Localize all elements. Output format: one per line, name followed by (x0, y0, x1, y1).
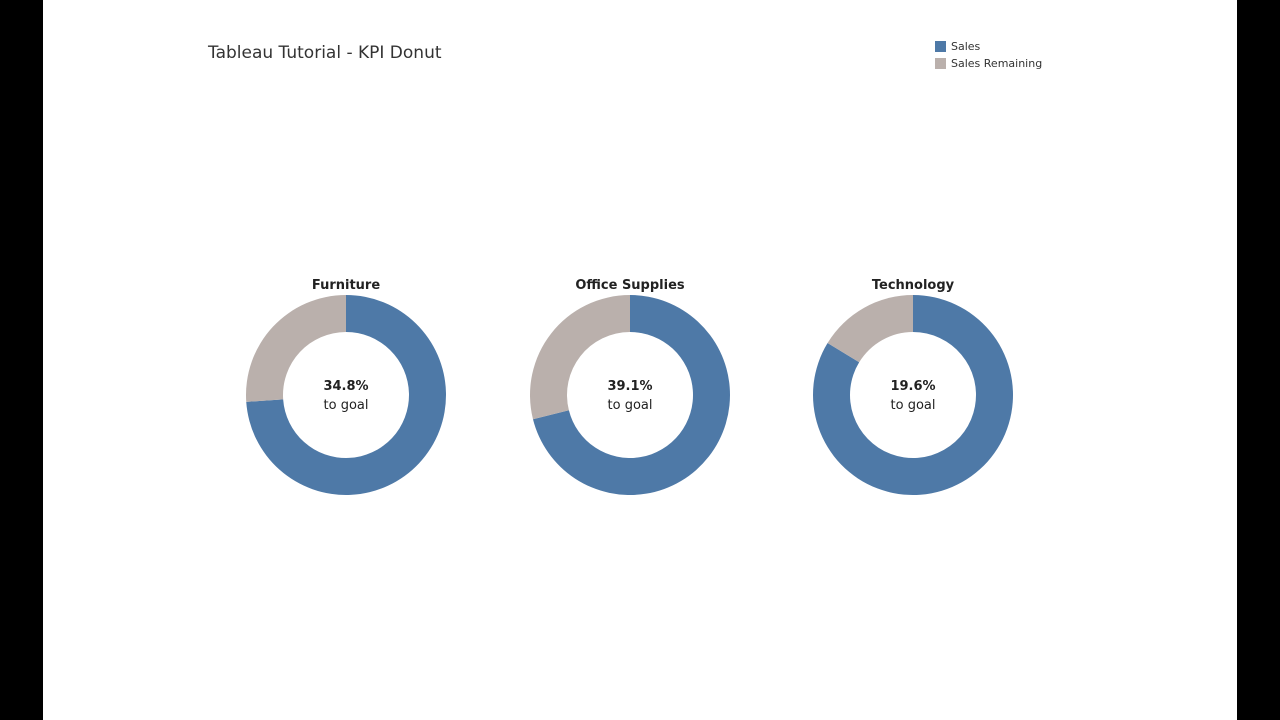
legend-swatch-sales-remaining (935, 58, 946, 69)
donut-technology: Technology 19.6% to goal (813, 278, 1014, 495)
center-value-office-supplies: 39.1% (607, 379, 652, 394)
center-value-furniture: 34.8% (323, 379, 368, 394)
center-value-technology: 19.6% (890, 379, 935, 394)
slice-office-supplies-sales-remaining[interactable] (530, 295, 630, 420)
legend-item-sales[interactable]: Sales (935, 38, 1042, 55)
slice-furniture-sales-remaining[interactable] (246, 295, 346, 402)
donut-furniture: Furniture 34.8% to goal (246, 278, 446, 495)
donut-charts: Furniture 34.8% to goal Office Supplies 39.1… (246, 278, 1014, 495)
slice-office-supplies-sales[interactable] (532, 295, 730, 495)
chart-title-office-supplies: Office Supplies (575, 278, 685, 293)
slice-furniture-sales[interactable] (246, 295, 446, 495)
center-caption-furniture: to goal (324, 398, 369, 413)
slice-technology-sales[interactable] (813, 295, 1014, 495)
chart-title-furniture: Furniture (312, 278, 380, 293)
legend-label-sales: Sales (951, 40, 981, 53)
legend-item-sales-remaining[interactable]: Sales Remaining (935, 55, 1042, 72)
chart-title-technology: Technology (872, 278, 955, 293)
slice-technology-sales-remaining[interactable] (827, 295, 913, 363)
donut-office-supplies: Office Supplies 39.1% to goal (530, 278, 730, 495)
dashboard-title: Tableau Tutorial - KPI Donut (208, 43, 442, 63)
legend-swatch-sales (935, 41, 946, 52)
dashboard-canvas: Tableau Tutorial - KPI Donut Sales Sales… (43, 0, 1237, 720)
legend: Sales Sales Remaining (935, 38, 1042, 72)
center-caption-technology: to goal (891, 398, 936, 413)
center-caption-office-supplies: to goal (608, 398, 653, 413)
legend-label-sales-remaining: Sales Remaining (951, 57, 1043, 70)
